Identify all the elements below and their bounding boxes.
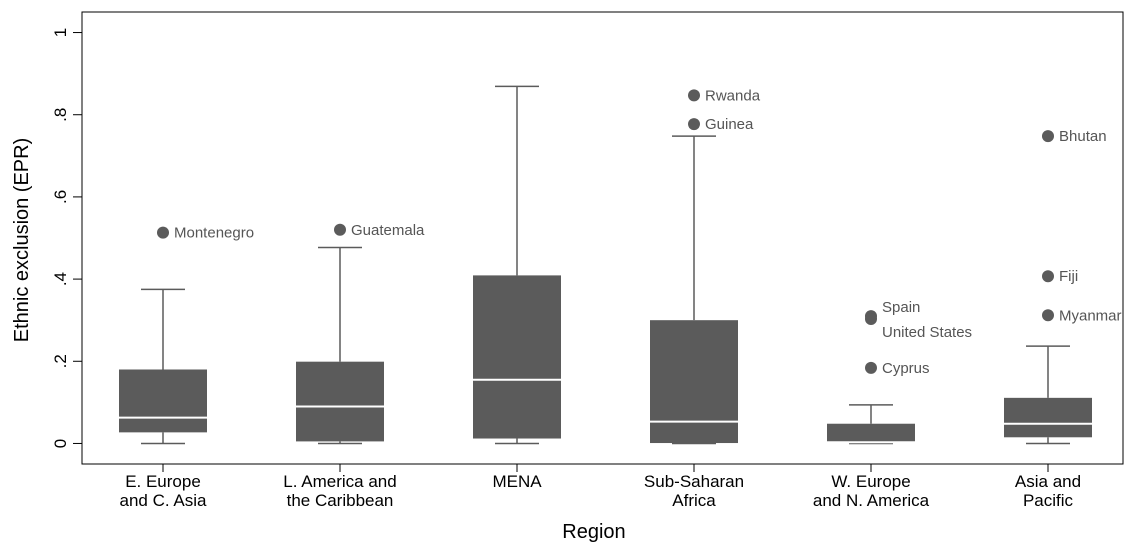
outlier-label: Spain	[882, 299, 920, 316]
y-axis-title: Ethnic exclusion (EPR)	[11, 138, 33, 343]
x-tick-label: W. Europe and N. America	[812, 472, 930, 510]
outlier-label: Guinea	[705, 116, 754, 133]
y-tick-label: 0	[51, 439, 70, 448]
outlier-label: Myanmar	[1059, 307, 1122, 324]
outlier	[1042, 270, 1054, 283]
plot-frame	[81, 11, 1124, 465]
outlier	[157, 226, 169, 239]
outlier-label: Guatemala	[351, 222, 425, 239]
outlier	[1042, 130, 1054, 143]
x-tick-label: L. America and the Caribbean	[283, 472, 397, 510]
box	[1004, 397, 1092, 438]
outlier-label: Fiji	[1059, 268, 1078, 285]
box	[650, 320, 738, 444]
outlier	[865, 312, 877, 325]
x-tick-label: Asia and Pacific	[1014, 472, 1082, 510]
x-tick-label: E. Europe and C. Asia	[119, 472, 207, 510]
y-tick-label: .2	[51, 354, 70, 368]
outlier-label: Cyprus	[882, 360, 930, 377]
y-tick-label: 1	[51, 28, 70, 37]
x-tick-label: Sub-Saharan Africa	[643, 472, 745, 510]
outlier	[688, 118, 700, 131]
outlier-label: United States	[882, 324, 972, 341]
outlier	[688, 89, 700, 102]
outlier-label: Montenegro	[174, 225, 254, 242]
outlier	[1042, 309, 1054, 322]
box	[473, 275, 561, 439]
outlier-label: Bhutan	[1059, 128, 1107, 145]
box	[827, 423, 915, 443]
outlier-label: Rwanda	[705, 87, 761, 104]
outlier	[865, 361, 877, 374]
x-tick-label: MENA	[492, 472, 542, 491]
box	[296, 361, 384, 442]
outlier	[334, 223, 346, 236]
y-tick-label: .8	[51, 108, 70, 122]
box	[119, 369, 207, 433]
y-tick-label: .4	[51, 272, 70, 286]
y-tick-label: .6	[51, 190, 70, 204]
x-axis-title: Region	[562, 521, 625, 543]
